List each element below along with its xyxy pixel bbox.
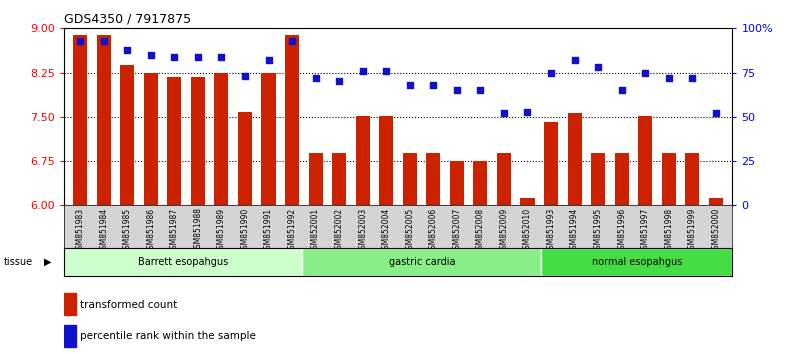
- Text: percentile rank within the sample: percentile rank within the sample: [80, 331, 256, 342]
- Text: gastric cardia: gastric cardia: [388, 257, 455, 267]
- Point: [686, 75, 699, 81]
- Bar: [167, 77, 181, 205]
- Text: GSM852000: GSM852000: [712, 207, 720, 254]
- Bar: [541, 248, 732, 276]
- Bar: [403, 153, 417, 205]
- Bar: [568, 113, 582, 205]
- Bar: [708, 198, 723, 205]
- Point: [239, 73, 252, 79]
- Text: GSM851994: GSM851994: [570, 207, 579, 254]
- Text: GSM852010: GSM852010: [523, 207, 532, 253]
- Point: [521, 109, 534, 114]
- Bar: [379, 116, 393, 205]
- Bar: [638, 116, 652, 205]
- Bar: [309, 153, 322, 205]
- Text: GSM851991: GSM851991: [264, 207, 273, 253]
- Bar: [144, 73, 158, 205]
- Bar: [191, 77, 205, 205]
- Point: [121, 47, 134, 52]
- Point: [168, 54, 181, 59]
- Bar: [302, 248, 541, 276]
- Point: [498, 110, 510, 116]
- Point: [404, 82, 416, 88]
- Bar: [591, 153, 605, 205]
- Text: GSM851983: GSM851983: [76, 207, 84, 253]
- Point: [215, 54, 228, 59]
- Text: GSM851993: GSM851993: [547, 207, 556, 254]
- Text: transformed count: transformed count: [80, 299, 178, 310]
- Point: [427, 82, 439, 88]
- Text: GSM852009: GSM852009: [499, 207, 509, 254]
- Text: GSM852004: GSM852004: [382, 207, 391, 254]
- Bar: [96, 35, 111, 205]
- Text: GSM851987: GSM851987: [170, 207, 179, 253]
- Bar: [214, 73, 228, 205]
- Point: [357, 68, 369, 74]
- Text: GDS4350 / 7917875: GDS4350 / 7917875: [64, 13, 191, 26]
- Point: [262, 57, 275, 63]
- Bar: [285, 35, 299, 205]
- Bar: [450, 161, 464, 205]
- Point: [333, 79, 345, 84]
- Text: GSM851996: GSM851996: [617, 207, 626, 254]
- Point: [639, 70, 652, 75]
- Text: GSM851985: GSM851985: [123, 207, 132, 253]
- Point: [97, 38, 110, 44]
- Bar: [661, 153, 676, 205]
- Text: GSM851990: GSM851990: [240, 207, 249, 254]
- Bar: [64, 248, 302, 276]
- Text: GSM852007: GSM852007: [452, 207, 462, 254]
- Bar: [73, 35, 88, 205]
- Bar: [685, 153, 700, 205]
- Text: GSM852006: GSM852006: [429, 207, 438, 254]
- Bar: [426, 153, 440, 205]
- Text: GSM851989: GSM851989: [217, 207, 226, 253]
- Bar: [261, 73, 275, 205]
- Text: tissue: tissue: [4, 257, 33, 267]
- Point: [591, 64, 604, 70]
- Text: GSM851997: GSM851997: [641, 207, 650, 254]
- Text: GSM851992: GSM851992: [287, 207, 297, 253]
- Point: [662, 75, 675, 81]
- Bar: [238, 112, 252, 205]
- Point: [380, 68, 392, 74]
- Point: [286, 38, 298, 44]
- Text: GSM851995: GSM851995: [594, 207, 603, 254]
- Point: [615, 87, 628, 93]
- Bar: [521, 198, 535, 205]
- Text: GSM851984: GSM851984: [100, 207, 108, 253]
- Text: GSM852002: GSM852002: [334, 207, 344, 253]
- Bar: [544, 121, 558, 205]
- Text: ▶: ▶: [44, 257, 51, 267]
- Point: [451, 87, 463, 93]
- Text: GSM851998: GSM851998: [664, 207, 673, 253]
- Text: normal esopahgus: normal esopahgus: [591, 257, 682, 267]
- Bar: [64, 293, 76, 315]
- Point: [309, 75, 322, 81]
- Bar: [497, 153, 511, 205]
- Bar: [120, 65, 135, 205]
- Point: [192, 54, 205, 59]
- Text: GSM851988: GSM851988: [193, 207, 202, 253]
- Bar: [474, 161, 487, 205]
- Point: [568, 57, 581, 63]
- Point: [144, 52, 157, 58]
- Text: GSM851986: GSM851986: [146, 207, 155, 253]
- Text: GSM852008: GSM852008: [476, 207, 485, 253]
- Text: GSM852005: GSM852005: [405, 207, 414, 254]
- Text: Barrett esopahgus: Barrett esopahgus: [138, 257, 228, 267]
- Bar: [332, 153, 346, 205]
- Point: [544, 70, 557, 75]
- Point: [74, 38, 87, 44]
- Point: [709, 110, 722, 116]
- Text: GSM852003: GSM852003: [358, 207, 367, 254]
- Text: GSM852001: GSM852001: [311, 207, 320, 253]
- Bar: [356, 116, 370, 205]
- Bar: [64, 325, 76, 347]
- Bar: [615, 153, 629, 205]
- Text: GSM851999: GSM851999: [688, 207, 696, 254]
- Point: [474, 87, 487, 93]
